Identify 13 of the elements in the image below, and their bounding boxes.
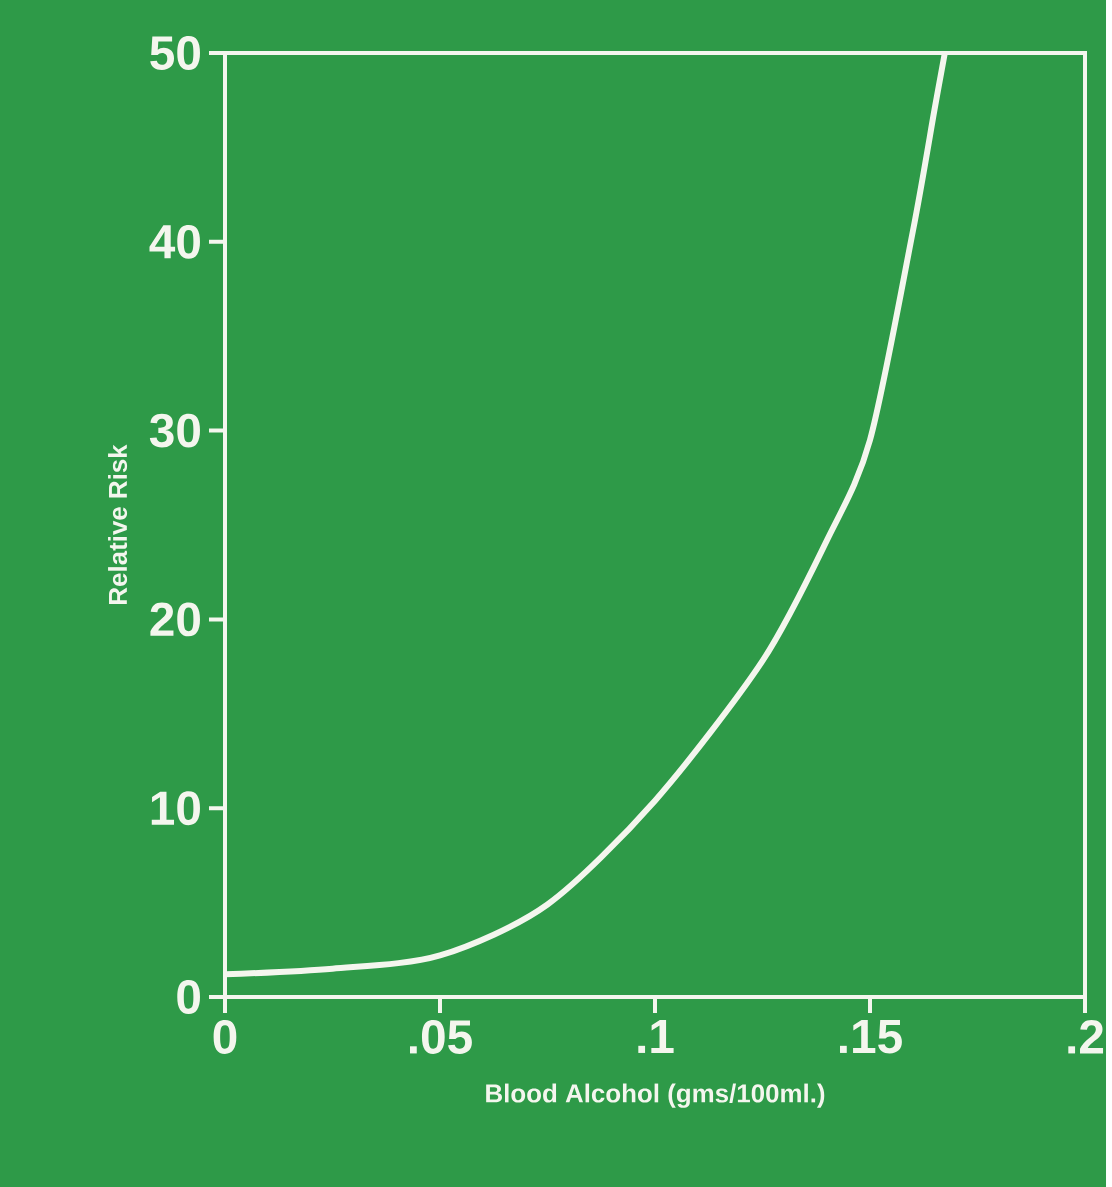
y-tick-label: 20 (150, 602, 201, 637)
x-tick-label: .15 (840, 1020, 903, 1054)
y-tick-label: 30 (150, 413, 201, 448)
y-tick-label: 40 (149, 224, 201, 259)
y-tick-label: 10 (151, 791, 201, 826)
y-axis-title: Relative Risk (108, 444, 128, 604)
x-tick-label: 0 (213, 1020, 237, 1054)
y-tick-label: 0 (177, 980, 201, 1014)
x-axis-title: Blood Alcohol (gms/100ml.) (486, 1083, 825, 1108)
x-tick-label: .1 (638, 1020, 674, 1053)
x-tick-label: .2 (1068, 1020, 1104, 1054)
y-tick-label: 50 (150, 36, 201, 70)
x-tick-label: .05 (410, 1020, 473, 1054)
